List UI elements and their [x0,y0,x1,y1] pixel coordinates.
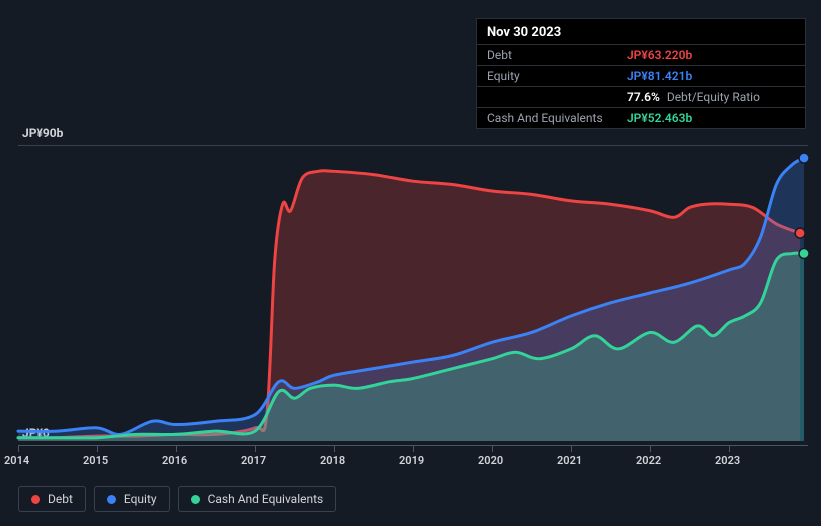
tooltip-row-label: Cash And Equivalents [487,111,627,125]
legend-item[interactable]: Debt [18,486,86,512]
legend-item[interactable]: Equity [94,486,170,512]
tooltip-row: 77.6% Debt/Equity Ratio [477,86,805,107]
chart-container: Nov 30 2023 DebtJP¥63.220bEquityJP¥81.42… [0,0,821,526]
legend-dot-icon [31,495,40,504]
y-axis-top-label: JP¥90b [22,126,63,140]
chart-plot-area [18,145,808,441]
x-tick-label: 2017 [241,454,266,467]
legend-item[interactable]: Cash And Equivalents [178,486,337,512]
legend-dot-icon [107,495,116,504]
tooltip-row-value: 77.6% Debt/Equity Ratio [627,90,760,104]
x-tick-label: 2016 [162,454,187,467]
tooltip-row-label [487,90,627,104]
tooltip-row-extra: Debt/Equity Ratio [664,90,760,104]
chart-svg [18,145,808,441]
tooltip-row: EquityJP¥81.421b [477,65,805,86]
equity-end-marker [799,153,809,163]
tooltip-row-value: JP¥63.220b [627,48,692,62]
debt-end-marker [795,228,805,238]
x-tick-label: 2018 [320,454,345,467]
x-tick-label: 2014 [4,454,29,467]
tooltip-row-label: Debt [487,48,627,62]
legend-label: Equity [124,492,157,506]
x-tick-label: 2023 [715,454,740,467]
x-tick-label: 2020 [478,454,503,467]
x-tick-label: 2022 [636,454,661,467]
x-tick-label: 2021 [557,454,582,467]
legend: Debt Equity Cash And Equivalents [18,486,336,512]
legend-label: Cash And Equivalents [208,492,324,506]
tooltip-row-label: Equity [487,69,627,83]
legend-dot-icon [191,495,200,504]
x-axis: 2014201520162017201820192020202120222023 [18,445,808,465]
tooltip-date: Nov 30 2023 [477,19,805,44]
tooltip-panel: Nov 30 2023 DebtJP¥63.220bEquityJP¥81.42… [476,18,806,129]
cash-end-marker [799,249,809,259]
tooltip-row-value: JP¥52.463b [627,111,692,125]
legend-label: Debt [48,492,73,506]
tooltip-row: Cash And EquivalentsJP¥52.463b [477,107,805,128]
tooltip-row: DebtJP¥63.220b [477,44,805,65]
x-tick-label: 2015 [83,454,108,467]
x-tick-label: 2019 [399,454,424,467]
tooltip-row-value: JP¥81.421b [627,69,692,83]
